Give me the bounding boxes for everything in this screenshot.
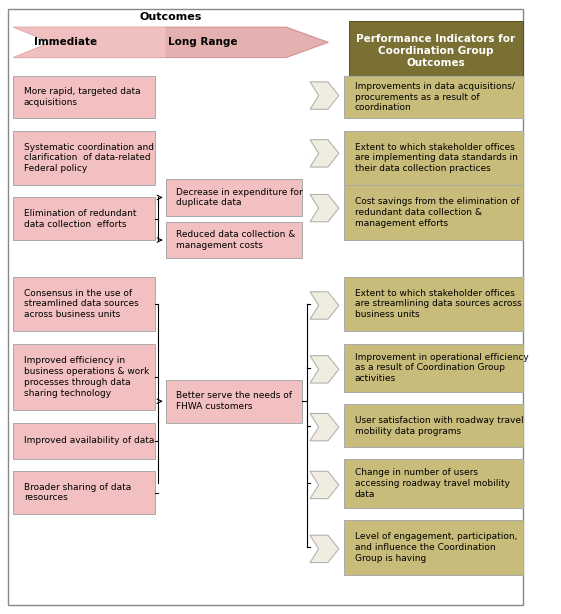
Bar	[165, 380, 302, 422]
Text: Better serve the needs of
FHWA customers: Better serve the needs of FHWA customers	[176, 392, 292, 411]
Bar	[13, 76, 155, 119]
Polygon shape	[310, 356, 339, 383]
Text: Extent to which stakeholder offices
are streamlining data sources across
busines: Extent to which stakeholder offices are …	[355, 289, 521, 319]
Polygon shape	[310, 292, 339, 319]
Text: More rapid, targeted data
acquisitions: More rapid, targeted data acquisitions	[24, 87, 140, 107]
Text: User satisfaction with roadway travel
mobility data programs: User satisfaction with roadway travel mo…	[355, 416, 523, 435]
Bar	[13, 472, 155, 514]
Bar	[13, 276, 155, 332]
Text: Performance Indicators for
Coordination Group
Outcomes: Performance Indicators for Coordination …	[356, 34, 516, 68]
Bar	[165, 179, 302, 216]
Bar	[344, 185, 523, 240]
Bar	[344, 343, 523, 392]
Text: Elimination of redundant
data collection  efforts: Elimination of redundant data collection…	[24, 209, 136, 228]
Bar	[344, 405, 523, 447]
Bar	[13, 343, 155, 410]
Text: Extent to which stakeholder offices
are implementing data standards in
their dat: Extent to which stakeholder offices are …	[355, 142, 517, 173]
Polygon shape	[13, 27, 328, 58]
Polygon shape	[310, 472, 339, 499]
Bar	[13, 198, 155, 240]
Bar	[13, 422, 155, 459]
Text: Improved efficiency in
business operations & work
processes through data
sharing: Improved efficiency in business operatio…	[24, 356, 149, 398]
Text: Systematic coordination and
clarification  of data-related
Federal policy: Systematic coordination and clarificatio…	[24, 142, 154, 173]
Text: Improvements in data acquisitions/
procurements as a result of
coordination: Improvements in data acquisitions/ procu…	[355, 82, 514, 112]
Bar	[165, 222, 302, 258]
Polygon shape	[310, 139, 339, 167]
Bar	[344, 76, 523, 119]
Text: Improved availability of data: Improved availability of data	[24, 437, 154, 445]
Bar	[13, 131, 155, 185]
Bar	[350, 21, 523, 82]
Text: Long Range: Long Range	[168, 37, 237, 47]
Bar	[344, 276, 523, 332]
Text: Broader sharing of data
resources: Broader sharing of data resources	[24, 483, 131, 502]
Polygon shape	[310, 413, 339, 441]
Bar	[344, 459, 523, 508]
Text: Outcomes: Outcomes	[140, 12, 202, 22]
Text: Reduced data collection &
management costs: Reduced data collection & management cos…	[176, 230, 296, 250]
Text: Change in number of users
accessing roadway travel mobility
data: Change in number of users accessing road…	[355, 468, 509, 499]
Bar	[344, 520, 523, 575]
Text: Immediate: Immediate	[34, 37, 98, 47]
Polygon shape	[310, 195, 339, 222]
Bar	[344, 131, 523, 185]
Text: Decrease in expenditure for
duplicate data: Decrease in expenditure for duplicate da…	[176, 188, 303, 208]
Text: Consensus in the use of
streamlined data sources
across business units: Consensus in the use of streamlined data…	[24, 289, 139, 319]
Polygon shape	[13, 27, 165, 58]
Text: Improvement in operational efficiency
as a result of Coordination Group
activiti: Improvement in operational efficiency as…	[355, 352, 528, 383]
Polygon shape	[310, 535, 339, 562]
Text: Level of engagement, participation,
and influence the Coordination
Group is havi: Level of engagement, participation, and …	[355, 532, 517, 562]
Polygon shape	[310, 82, 339, 109]
Text: Cost savings from the elimination of
redundant data collection &
management effo: Cost savings from the elimination of red…	[355, 198, 519, 228]
